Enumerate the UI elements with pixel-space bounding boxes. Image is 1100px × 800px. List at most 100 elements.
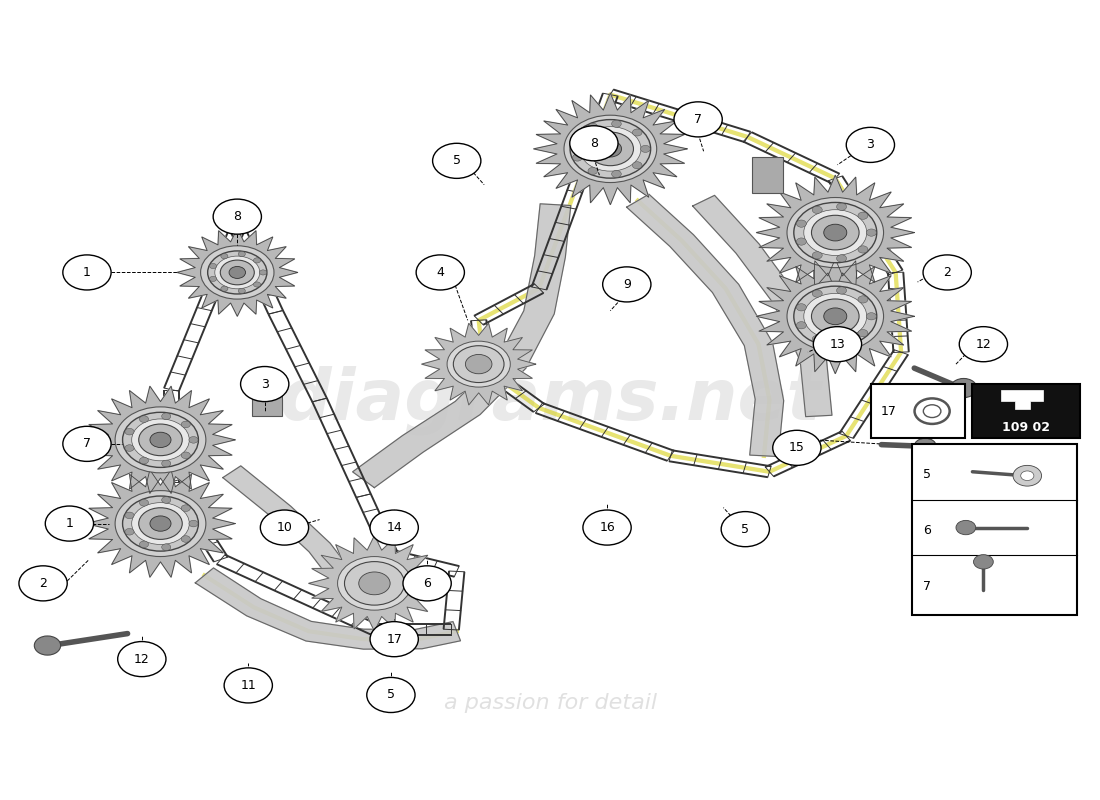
- Circle shape: [867, 229, 877, 236]
- Circle shape: [812, 252, 822, 259]
- Circle shape: [132, 419, 189, 461]
- Text: 1: 1: [82, 266, 91, 279]
- Circle shape: [118, 642, 166, 677]
- Circle shape: [588, 167, 597, 174]
- Text: 2: 2: [944, 266, 952, 279]
- Circle shape: [34, 636, 60, 655]
- Circle shape: [824, 308, 847, 325]
- Circle shape: [786, 198, 883, 268]
- Circle shape: [162, 544, 170, 550]
- Circle shape: [122, 412, 198, 467]
- Circle shape: [786, 282, 883, 351]
- Polygon shape: [177, 229, 298, 316]
- Circle shape: [612, 120, 621, 127]
- Circle shape: [140, 416, 148, 422]
- Polygon shape: [353, 204, 571, 488]
- Polygon shape: [693, 195, 832, 417]
- Text: 4: 4: [437, 266, 444, 279]
- Circle shape: [63, 255, 111, 290]
- FancyBboxPatch shape: [752, 158, 782, 193]
- Polygon shape: [309, 535, 440, 631]
- Circle shape: [139, 424, 183, 456]
- Circle shape: [182, 421, 190, 428]
- Circle shape: [208, 251, 267, 294]
- Circle shape: [359, 572, 390, 594]
- Circle shape: [182, 505, 190, 511]
- Text: 7: 7: [694, 113, 702, 126]
- Circle shape: [213, 199, 262, 234]
- Circle shape: [214, 256, 260, 289]
- Circle shape: [221, 254, 228, 259]
- Text: 109 02: 109 02: [1002, 421, 1050, 434]
- Circle shape: [253, 282, 261, 287]
- Circle shape: [162, 413, 170, 419]
- Circle shape: [804, 210, 867, 255]
- Circle shape: [370, 510, 418, 545]
- Circle shape: [796, 322, 806, 329]
- Circle shape: [956, 520, 976, 534]
- Circle shape: [772, 430, 821, 466]
- Circle shape: [564, 115, 657, 182]
- Circle shape: [1013, 466, 1042, 486]
- Circle shape: [200, 246, 274, 299]
- Text: 1: 1: [66, 517, 74, 530]
- Circle shape: [858, 330, 868, 337]
- Circle shape: [572, 154, 582, 161]
- Circle shape: [583, 510, 631, 545]
- Circle shape: [125, 428, 134, 435]
- Circle shape: [796, 238, 806, 245]
- Circle shape: [612, 170, 621, 178]
- Polygon shape: [86, 386, 235, 494]
- Circle shape: [837, 254, 847, 262]
- Circle shape: [1021, 471, 1034, 481]
- Circle shape: [794, 202, 877, 262]
- Polygon shape: [223, 466, 358, 588]
- Circle shape: [794, 286, 877, 346]
- Circle shape: [366, 678, 415, 713]
- Circle shape: [858, 246, 868, 253]
- Circle shape: [580, 126, 641, 171]
- Circle shape: [162, 497, 170, 503]
- Text: 15: 15: [789, 442, 805, 454]
- Circle shape: [116, 490, 206, 557]
- Circle shape: [812, 299, 859, 334]
- Circle shape: [140, 499, 148, 506]
- Polygon shape: [627, 194, 783, 457]
- Text: 7: 7: [82, 438, 91, 450]
- Text: 6: 6: [923, 524, 931, 538]
- Circle shape: [224, 668, 273, 703]
- Circle shape: [140, 541, 148, 548]
- Circle shape: [125, 512, 134, 518]
- Circle shape: [139, 508, 183, 539]
- Circle shape: [813, 326, 861, 362]
- Circle shape: [140, 458, 148, 464]
- FancyBboxPatch shape: [912, 444, 1077, 615]
- Circle shape: [45, 506, 94, 541]
- Circle shape: [600, 141, 621, 157]
- Circle shape: [403, 566, 451, 601]
- Text: diagrams.net: diagrams.net: [279, 366, 821, 434]
- Text: 3: 3: [261, 378, 268, 390]
- Polygon shape: [534, 93, 688, 205]
- Circle shape: [796, 220, 806, 227]
- Circle shape: [182, 536, 190, 542]
- Text: 5: 5: [387, 689, 395, 702]
- Text: 17: 17: [880, 405, 896, 418]
- Circle shape: [923, 405, 940, 418]
- Circle shape: [722, 512, 769, 546]
- Polygon shape: [86, 470, 235, 578]
- Circle shape: [260, 270, 266, 275]
- Text: 11: 11: [241, 679, 256, 692]
- Circle shape: [812, 290, 822, 298]
- Text: 17: 17: [386, 633, 403, 646]
- Circle shape: [812, 335, 822, 342]
- Circle shape: [125, 529, 134, 535]
- Circle shape: [122, 496, 198, 551]
- Circle shape: [465, 354, 492, 374]
- Circle shape: [837, 338, 847, 346]
- Circle shape: [950, 378, 977, 398]
- Circle shape: [344, 562, 405, 605]
- Circle shape: [182, 452, 190, 458]
- FancyBboxPatch shape: [252, 381, 283, 416]
- Circle shape: [150, 516, 170, 531]
